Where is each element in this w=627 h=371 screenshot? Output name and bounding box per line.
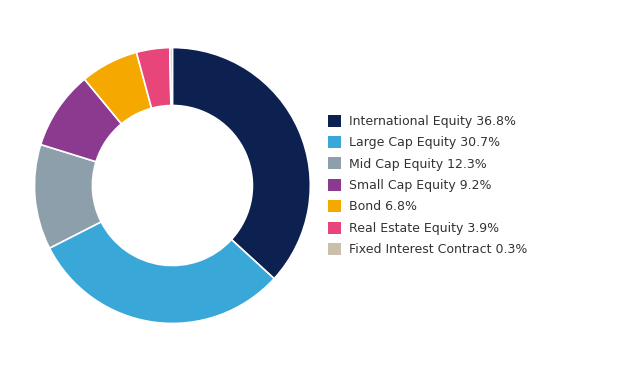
Wedge shape bbox=[41, 79, 122, 162]
Wedge shape bbox=[170, 47, 172, 105]
Wedge shape bbox=[50, 222, 274, 324]
Wedge shape bbox=[137, 47, 171, 108]
Wedge shape bbox=[34, 145, 101, 248]
Wedge shape bbox=[85, 52, 152, 124]
Wedge shape bbox=[172, 47, 310, 279]
Legend: International Equity 36.8%, Large Cap Equity 30.7%, Mid Cap Equity 12.3%, Small : International Equity 36.8%, Large Cap Eq… bbox=[324, 111, 531, 260]
